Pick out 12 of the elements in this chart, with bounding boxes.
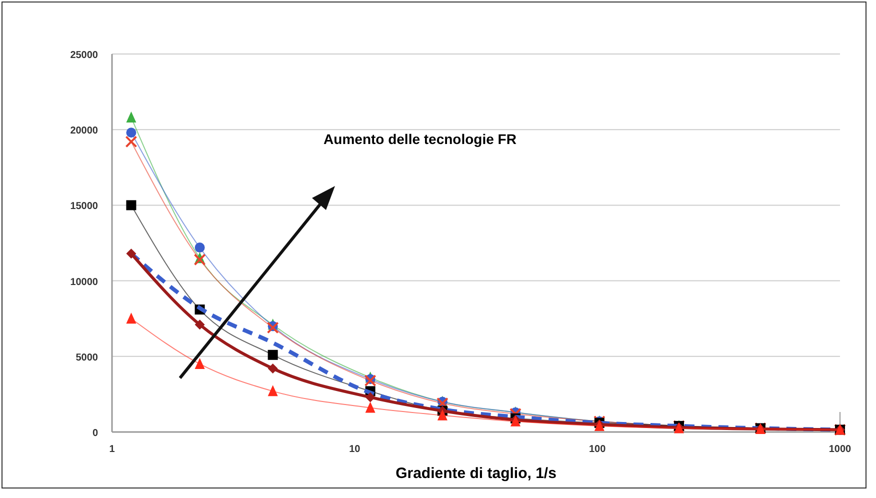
x-tick-label: 10 bbox=[349, 444, 361, 455]
y-tick-label: 5000 bbox=[76, 352, 98, 364]
y-tick-label: 25000 bbox=[70, 50, 98, 61]
y-tick-label: 10000 bbox=[70, 276, 98, 288]
y-tick-label: 15000 bbox=[70, 201, 98, 212]
y-tick-label: 0 bbox=[92, 428, 98, 439]
x-tick-label: 1 bbox=[109, 444, 116, 455]
x-tick-label: 1000 bbox=[828, 444, 852, 455]
annotation: Aumento delle tecnologie FR bbox=[324, 131, 516, 147]
x-axis-title: Gradiente di taglio, 1/s bbox=[396, 465, 556, 482]
x-tick-label: 100 bbox=[588, 444, 606, 455]
y-tick-label: 20000 bbox=[70, 126, 98, 137]
